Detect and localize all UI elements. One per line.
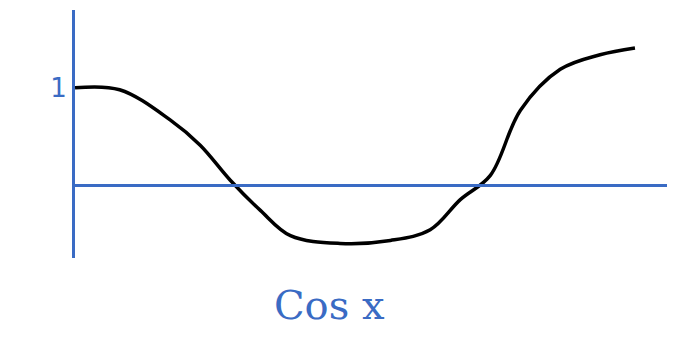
svg-text:Cos x: Cos x <box>274 282 385 328</box>
svg-text:1: 1 <box>50 73 67 103</box>
